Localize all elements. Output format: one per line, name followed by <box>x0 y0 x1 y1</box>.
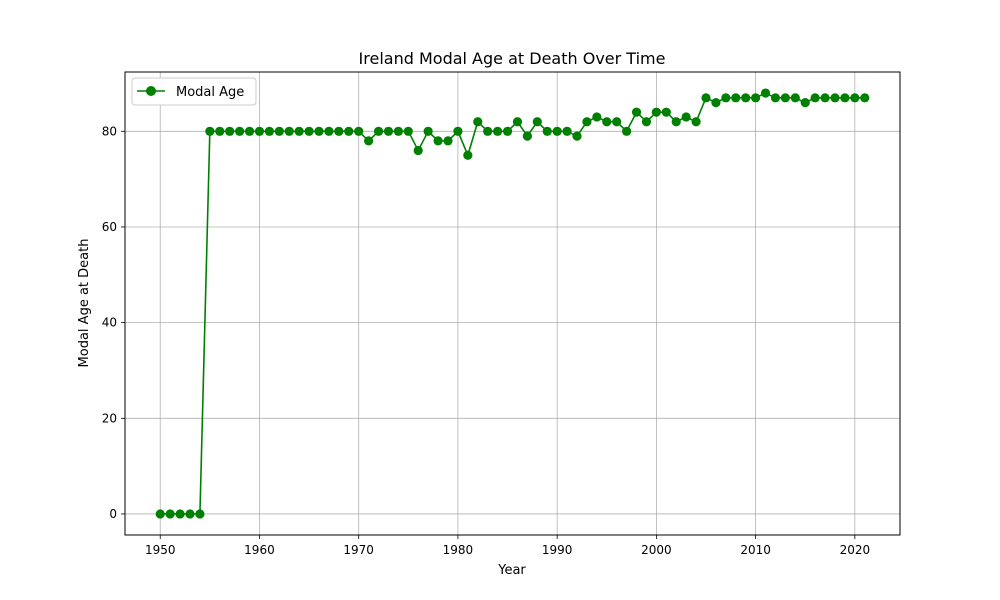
plot-area-frame <box>124 71 901 536</box>
data-point <box>542 126 552 136</box>
data-point <box>731 93 741 103</box>
data-point <box>205 126 215 136</box>
data-point <box>244 126 255 136</box>
x-tick-label: 2010 <box>740 543 771 557</box>
data-point <box>790 93 800 103</box>
data-point <box>820 93 830 103</box>
data-point <box>671 117 681 127</box>
data-point <box>780 93 790 103</box>
x-tick-label: 1950 <box>145 543 176 557</box>
data-point <box>602 117 612 127</box>
x-tick-label: 1980 <box>443 543 474 557</box>
data-point <box>592 112 602 122</box>
legend-marker <box>146 86 156 96</box>
data-point <box>155 509 165 519</box>
data-point <box>840 93 850 103</box>
data-point <box>800 98 810 108</box>
y-tick-label: 80 <box>102 124 117 138</box>
data-point <box>314 126 324 136</box>
data-point <box>463 150 473 160</box>
data-point <box>383 126 394 136</box>
data-point <box>254 126 265 136</box>
x-tick-label: 1970 <box>343 543 374 557</box>
data-point <box>185 509 195 519</box>
data-point <box>751 93 761 103</box>
data-point <box>860 93 870 103</box>
data-point <box>641 117 652 127</box>
data-point <box>423 126 433 136</box>
data-point <box>562 126 572 136</box>
data-point <box>532 117 542 127</box>
series-layer <box>155 88 870 519</box>
data-point <box>483 126 493 136</box>
data-point <box>661 107 671 117</box>
grid <box>125 72 900 535</box>
y-tick-label: 20 <box>102 411 117 425</box>
data-point <box>691 117 701 127</box>
data-point <box>304 126 314 136</box>
data-point <box>274 126 284 136</box>
data-point <box>810 93 820 103</box>
x-tick-label: 1990 <box>542 543 573 557</box>
data-point <box>493 126 503 136</box>
y-tick-label: 40 <box>102 316 117 330</box>
x-axis-label: Year <box>497 563 526 578</box>
data-point <box>393 126 403 136</box>
data-point <box>354 126 364 136</box>
data-point <box>770 93 781 103</box>
data-point <box>413 145 423 156</box>
x-tick-label: 2000 <box>641 543 672 557</box>
data-point <box>582 117 592 127</box>
ticks: 1950 1960 1970 1980 1990 2000 2010 2020 0 20 40 60 8… <box>102 124 870 557</box>
data-point <box>572 131 582 141</box>
data-point <box>403 126 413 136</box>
data-point <box>512 117 523 127</box>
data-point <box>264 126 274 136</box>
data-point <box>165 509 175 519</box>
data-point <box>344 126 354 136</box>
data-point <box>552 126 562 136</box>
data-point <box>324 126 334 136</box>
data-point <box>741 93 751 103</box>
data-point <box>850 93 860 103</box>
data-point <box>175 509 185 519</box>
data-point <box>721 93 731 103</box>
x-tick-label: 1960 <box>244 543 275 557</box>
legend-box <box>131 77 257 106</box>
data-point <box>612 117 622 127</box>
x-tick-label: 2020 <box>840 543 871 557</box>
data-point <box>364 136 374 146</box>
data-point <box>334 126 344 136</box>
legend: Modal Age <box>131 77 257 106</box>
data-point <box>215 126 225 136</box>
data-point <box>701 93 711 103</box>
data-point <box>225 126 235 136</box>
data-point <box>681 112 691 122</box>
legend-entry-label: Modal Age <box>176 85 244 100</box>
data-point <box>294 126 304 136</box>
data-point <box>622 126 632 136</box>
chart-title: Ireland Modal Age at Death Over Time <box>359 49 666 68</box>
data-point <box>522 131 532 141</box>
data-point <box>760 88 771 98</box>
data-point <box>651 107 661 117</box>
data-point <box>502 126 513 136</box>
y-axis-label: Modal Age at Death <box>77 239 92 368</box>
data-point <box>284 126 294 136</box>
data-point <box>195 509 205 519</box>
data-point <box>453 126 463 136</box>
data-point <box>830 93 840 103</box>
data-point <box>433 136 443 146</box>
y-tick-label: 60 <box>102 220 117 234</box>
data-point <box>631 107 642 117</box>
y-tick-label: 0 <box>109 507 117 521</box>
data-point <box>235 126 245 136</box>
series-line-modal-age <box>160 92 865 515</box>
data-point <box>443 136 453 146</box>
data-point <box>473 117 483 127</box>
data-point <box>711 98 721 108</box>
data-point <box>373 126 384 136</box>
